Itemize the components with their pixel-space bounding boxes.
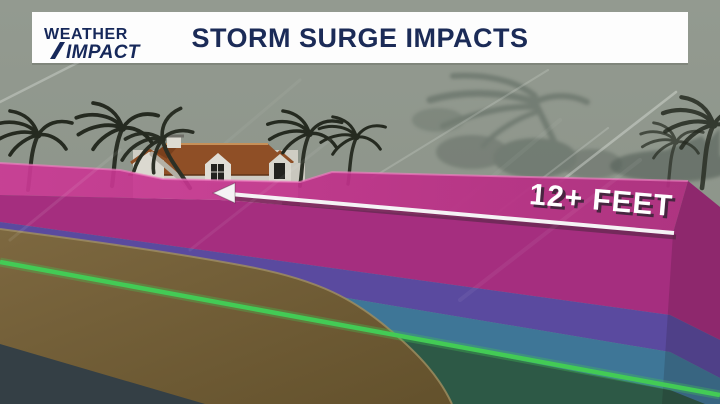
foreground-rain-streaks [8, 138, 642, 302]
foreground-water [0, 344, 205, 404]
waterline-highlight [0, 162, 689, 184]
surge-top-surface [0, 163, 688, 233]
surge-front-face [0, 181, 720, 340]
background-right-silhouette [610, 128, 720, 182]
elevation-line [0, 257, 720, 400]
background-palm-silhouette [412, 72, 622, 179]
lightning-slash-icon [50, 42, 65, 59]
block-right-face-shade [662, 181, 720, 404]
left-arrow-icon [211, 182, 236, 204]
house-right-dormer [266, 150, 294, 182]
logo-line2: IMPACT [66, 42, 141, 63]
house-cupola [164, 134, 184, 148]
berm-shoreline [0, 228, 453, 404]
header-bar: WEATHER IMPACT STORM SURGE IMPACTS [32, 12, 688, 65]
page-title: STORM SURGE IMPACTS [191, 23, 528, 53]
weather-impact-logo: WEATHER IMPACT [44, 26, 141, 63]
logo-line1: WEATHER [44, 26, 128, 43]
house-left-dormer [202, 149, 234, 183]
